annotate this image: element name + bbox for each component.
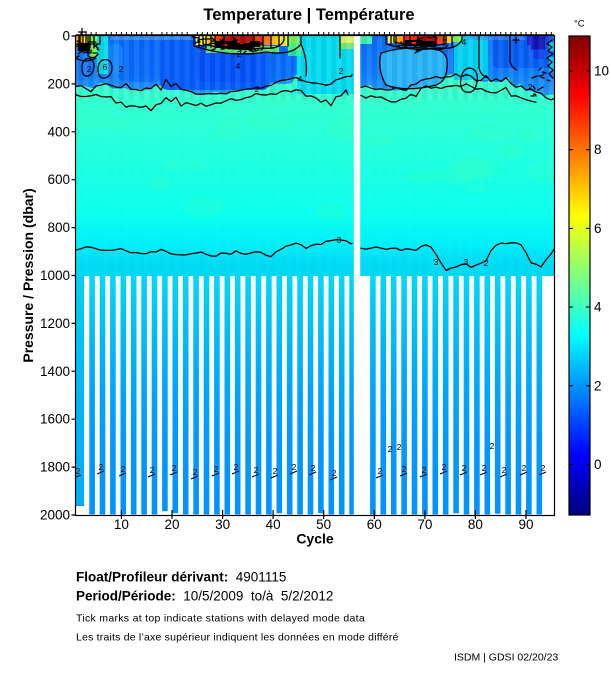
svg-text:°C: °C [574, 19, 585, 30]
svg-text:Cycle: Cycle [296, 531, 334, 547]
svg-text:2: 2 [378, 466, 383, 476]
svg-text:800: 800 [47, 220, 70, 235]
svg-text:ISDM | GDSI 02/20/23: ISDM | GDSI 02/20/23 [454, 652, 558, 664]
svg-text:3: 3 [337, 235, 342, 245]
svg-text:1000: 1000 [40, 268, 70, 283]
svg-text:2: 2 [214, 464, 219, 474]
svg-text:50: 50 [316, 517, 331, 532]
svg-text:2: 2 [402, 464, 407, 474]
svg-text:2: 2 [541, 463, 546, 473]
svg-text:2: 2 [237, 49, 242, 59]
svg-text:1200: 1200 [40, 316, 70, 331]
svg-text:3: 3 [434, 257, 439, 267]
svg-text:2000: 2000 [40, 508, 70, 523]
svg-text:2: 2 [462, 463, 467, 473]
svg-text:2: 2 [99, 462, 104, 472]
svg-text:2: 2 [484, 258, 489, 268]
svg-text:70: 70 [417, 517, 432, 532]
svg-text:Pressure / Pression (dbar): Pressure / Pression (dbar) [20, 188, 36, 362]
svg-text:2: 2 [311, 463, 316, 473]
svg-text:2: 2 [150, 465, 155, 475]
svg-text:200: 200 [47, 76, 70, 91]
svg-text:2: 2 [172, 463, 177, 473]
svg-text:2: 2 [388, 444, 393, 454]
svg-text:Float/Profileur dérivant: 490: Float/Profileur dérivant: 4901115 [76, 570, 286, 585]
svg-text:Period/Période: 10/5/2009 to: Period/Période: 10/5/2009 to/à 5/2/2012 [76, 589, 333, 604]
svg-text:80: 80 [468, 517, 483, 532]
svg-text:4: 4 [594, 300, 602, 315]
svg-text:2: 2 [119, 64, 124, 74]
svg-text:0: 0 [594, 457, 602, 472]
svg-text:6: 6 [103, 62, 108, 72]
svg-text:2: 2 [332, 468, 337, 478]
svg-text:1800: 1800 [40, 460, 70, 475]
svg-text:90: 90 [518, 517, 533, 532]
svg-text:3: 3 [464, 257, 469, 267]
svg-text:2: 2 [292, 462, 297, 472]
svg-text:2: 2 [442, 462, 447, 472]
svg-text:2: 2 [255, 84, 260, 94]
svg-text:2: 2 [76, 466, 81, 476]
svg-text:2: 2 [339, 66, 344, 76]
svg-text:40: 40 [266, 517, 281, 532]
svg-text:10: 10 [114, 517, 129, 532]
svg-text:Temperature | Température: Temperature | Température [203, 6, 414, 24]
svg-text:2: 2 [254, 465, 259, 475]
svg-text:2: 2 [490, 441, 495, 451]
svg-text:4: 4 [298, 74, 303, 84]
svg-text:2: 2 [528, 82, 533, 92]
svg-text:2: 2 [87, 64, 92, 74]
svg-text:2: 2 [193, 467, 198, 477]
svg-text:2: 2 [422, 465, 427, 475]
svg-text:2: 2 [522, 463, 527, 473]
svg-text:0: 0 [62, 29, 70, 44]
svg-text:2: 2 [397, 442, 402, 452]
svg-text:2: 2 [482, 463, 487, 473]
svg-text:1400: 1400 [40, 364, 70, 379]
svg-text:2: 2 [121, 464, 126, 474]
svg-text:400: 400 [47, 124, 70, 139]
svg-text:30: 30 [215, 517, 230, 532]
svg-text:2: 2 [234, 462, 239, 472]
svg-text:600: 600 [47, 172, 70, 187]
svg-text:2: 2 [502, 465, 507, 475]
svg-text:2: 2 [273, 466, 278, 476]
svg-text:4: 4 [236, 61, 241, 71]
svg-text:10: 10 [594, 64, 609, 79]
svg-text:60: 60 [367, 517, 382, 532]
svg-text:20: 20 [164, 517, 179, 532]
svg-text:4: 4 [462, 37, 467, 47]
svg-text:Tick marks at top indicate sta: Tick marks at top indicate stations with… [76, 613, 365, 625]
svg-text:1600: 1600 [40, 412, 70, 427]
svg-text:8: 8 [594, 142, 602, 157]
svg-text:2: 2 [594, 378, 602, 393]
svg-text:6: 6 [594, 221, 602, 236]
svg-text:Les traits de l’axe supérieur: Les traits de l’axe supérieur indiquent … [76, 632, 399, 644]
